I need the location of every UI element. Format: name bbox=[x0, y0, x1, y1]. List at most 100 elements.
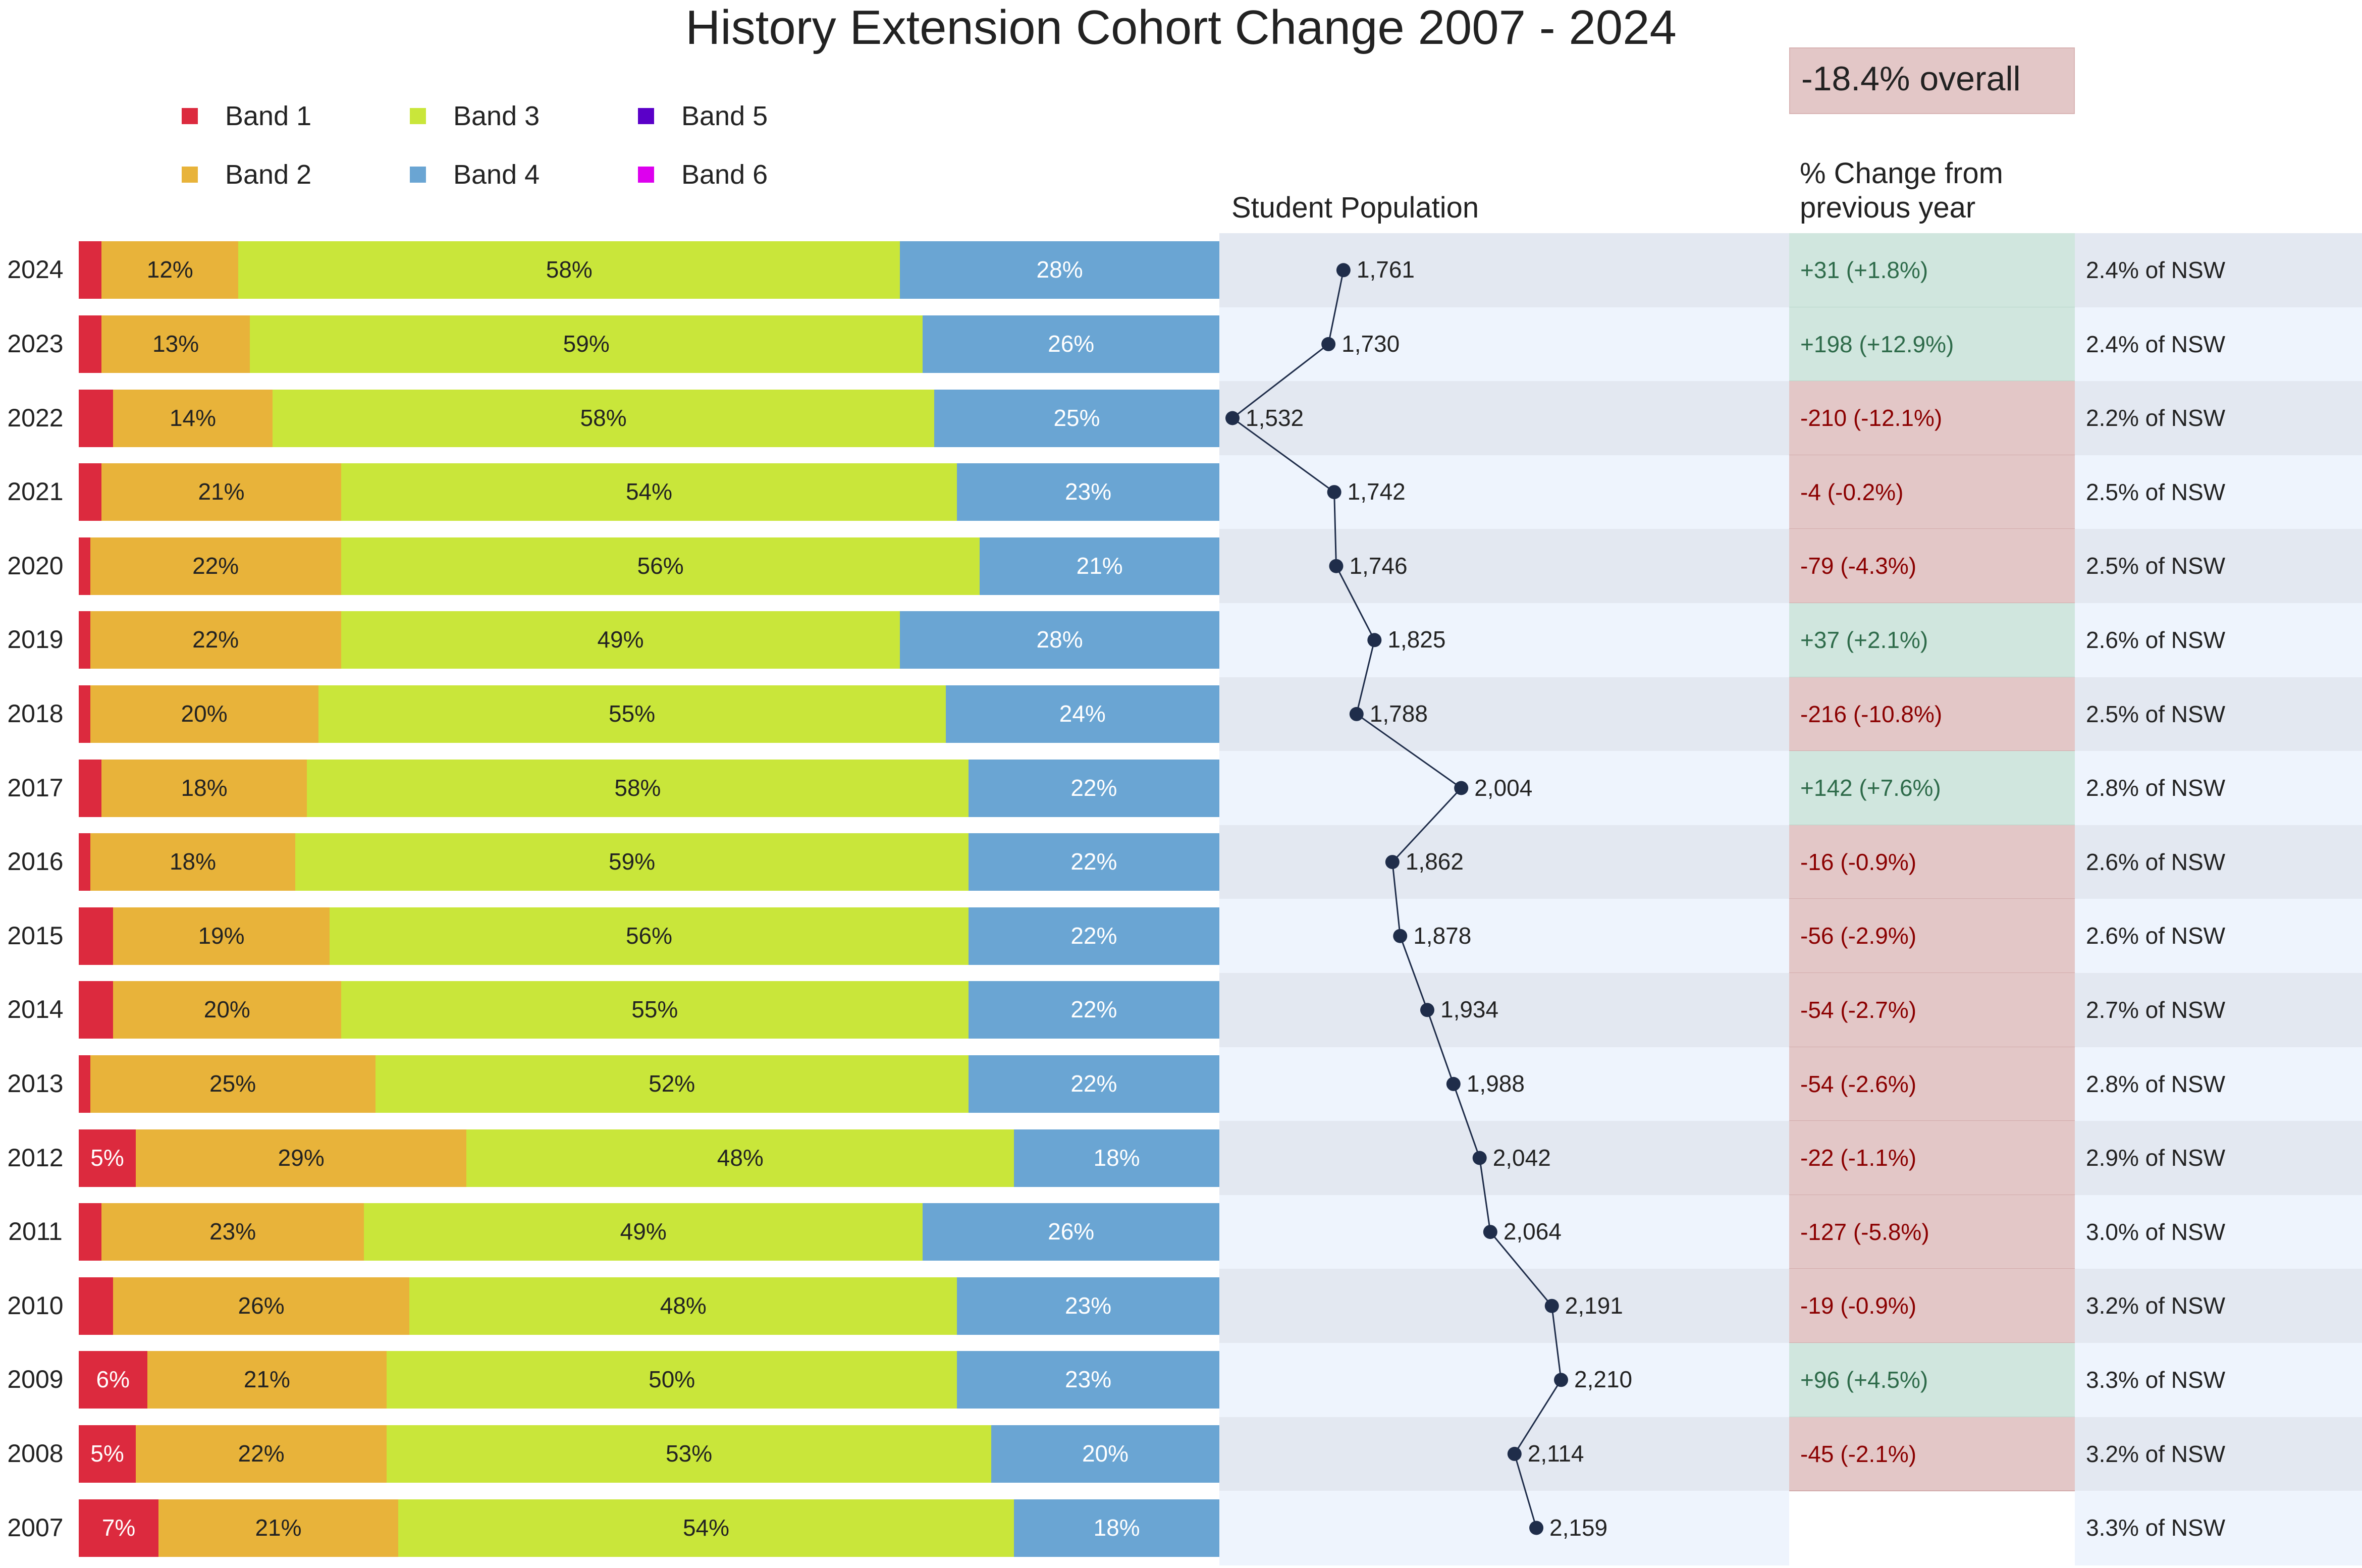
change-cell: -54 (-2.7%) bbox=[1789, 973, 2075, 1048]
bar-segment-band-4 bbox=[945, 685, 1219, 743]
bar-label-band-2: 29% bbox=[278, 1144, 325, 1171]
bar-segment-band-4 bbox=[968, 1055, 1219, 1113]
bar-segment-band-1 bbox=[79, 463, 102, 521]
change-cell: -19 (-0.9%) bbox=[1789, 1269, 2075, 1343]
population-value-label: 2,004 bbox=[1474, 774, 1533, 801]
bar-segment-band-3 bbox=[364, 1203, 923, 1261]
bar-label-band-3: 48% bbox=[717, 1144, 764, 1171]
bar-segment-band-2 bbox=[147, 1351, 387, 1409]
population-value-label: 1,825 bbox=[1387, 626, 1446, 653]
bar-label-band-4: 23% bbox=[1065, 1366, 1112, 1393]
year-label: 2014 bbox=[7, 995, 64, 1024]
population-row-bg bbox=[1219, 1491, 1789, 1565]
population-row-bg bbox=[1219, 307, 1789, 382]
population-value-label: 1,742 bbox=[1347, 478, 1406, 505]
bar-segment-band-2 bbox=[158, 1499, 398, 1557]
change-cell: -216 (-10.8%) bbox=[1789, 677, 2075, 752]
year-label: 2008 bbox=[7, 1439, 64, 1468]
bar-segment-band-4 bbox=[934, 389, 1219, 447]
legend-band-5: Band 5 bbox=[638, 101, 768, 131]
bar-label-band-2: 18% bbox=[181, 774, 228, 801]
share-cell: 2.2% of NSW bbox=[2075, 381, 2362, 456]
bar-segment-band-2 bbox=[90, 685, 318, 743]
population-row-bg bbox=[1219, 1343, 1789, 1418]
year-label: 2022 bbox=[7, 403, 64, 432]
bar-label-band-3: 59% bbox=[609, 848, 656, 875]
bar-segment-band-3 bbox=[409, 1277, 957, 1335]
year-label: 2012 bbox=[7, 1143, 64, 1172]
bar-segment-band-1 bbox=[79, 611, 90, 669]
bar-label-band-3: 54% bbox=[682, 1514, 730, 1541]
bar-label-band-2: 19% bbox=[198, 922, 245, 949]
bar-segment-band-3 bbox=[466, 1129, 1014, 1187]
legend-label-band-4: Band 4 bbox=[453, 159, 540, 190]
bar-segment-band-4 bbox=[980, 537, 1219, 595]
bar-segment-band-3 bbox=[307, 759, 969, 817]
year-label: 2007 bbox=[7, 1513, 64, 1542]
bar-segment-band-1 bbox=[79, 1425, 136, 1483]
year-label: 2018 bbox=[7, 699, 64, 728]
bar-segment-band-2 bbox=[101, 315, 250, 373]
share-cell: 2.8% of NSW bbox=[2075, 1047, 2362, 1122]
bar-label-band-4: 22% bbox=[1070, 996, 1117, 1023]
bar-segment-band-2 bbox=[101, 759, 307, 817]
population-row-bg bbox=[1219, 529, 1789, 604]
share-cell: 2.5% of NSW bbox=[2075, 455, 2362, 530]
population-value-label: 2,114 bbox=[1527, 1440, 1584, 1467]
bar-segment-band-4 bbox=[968, 981, 1219, 1039]
year-label: 2010 bbox=[7, 1291, 64, 1320]
bar-label-band-4: 22% bbox=[1070, 774, 1117, 801]
population-value-label: 1,878 bbox=[1413, 922, 1472, 949]
share-cell: 2.7% of NSW bbox=[2075, 973, 2362, 1048]
share-cell: 2.6% of NSW bbox=[2075, 825, 2362, 900]
bar-segment-band-3 bbox=[318, 685, 946, 743]
bar-label-band-3: 56% bbox=[625, 922, 673, 949]
bar-label-band-2: 23% bbox=[209, 1218, 256, 1245]
population-value-label: 2,064 bbox=[1503, 1218, 1562, 1245]
legend-label-band-5: Band 5 bbox=[681, 101, 768, 131]
bar-segment-band-1 bbox=[79, 1055, 90, 1113]
population-value-label: 1,934 bbox=[1440, 996, 1499, 1023]
share-cell: 3.0% of NSW bbox=[2075, 1195, 2362, 1270]
bar-segment-band-2 bbox=[113, 389, 273, 447]
bar-segment-band-3 bbox=[398, 1499, 1014, 1557]
population-value-label: 1,761 bbox=[1356, 256, 1415, 283]
bar-label-band-2: 12% bbox=[146, 256, 193, 283]
overall-change-badge: -18.4% overall bbox=[1789, 47, 2075, 114]
bar-label-band-2: 21% bbox=[255, 1514, 302, 1541]
bar-segment-band-3 bbox=[341, 537, 980, 595]
population-value-label: 2,191 bbox=[1565, 1292, 1623, 1319]
population-row-bg bbox=[1219, 1417, 1789, 1492]
population-row-bg bbox=[1219, 825, 1789, 900]
bar-segment-band-1 bbox=[79, 833, 90, 891]
population-value-label: 1,862 bbox=[1405, 848, 1464, 875]
bar-label-band-2: 22% bbox=[238, 1440, 285, 1467]
year-label: 2023 bbox=[7, 329, 64, 358]
bar-segment-band-4 bbox=[968, 907, 1219, 965]
bar-label-band-4: 23% bbox=[1065, 1292, 1112, 1319]
legend-label-band-3: Band 3 bbox=[453, 101, 540, 131]
bar-segment-band-4 bbox=[900, 241, 1219, 299]
population-value-label: 2,210 bbox=[1574, 1366, 1633, 1393]
population-row-bg bbox=[1219, 677, 1789, 752]
population-row-bg bbox=[1219, 973, 1789, 1048]
change-cell: -210 (-12.1%) bbox=[1789, 381, 2075, 456]
year-label: 2021 bbox=[7, 477, 64, 506]
legend-label-band-2: Band 2 bbox=[225, 159, 312, 190]
bar-label-band-1: 5% bbox=[90, 1144, 124, 1171]
legend: Band 1 Band 3 Band 5 Band 2 Band 4 Band … bbox=[182, 101, 787, 222]
bar-segment-band-4 bbox=[923, 1203, 1219, 1261]
bar-segment-band-4 bbox=[968, 759, 1219, 817]
share-cell: 3.2% of NSW bbox=[2075, 1269, 2362, 1343]
bar-label-band-4: 20% bbox=[1082, 1440, 1129, 1467]
bar-label-band-4: 22% bbox=[1070, 922, 1117, 949]
bar-label-band-4: 26% bbox=[1048, 1218, 1095, 1245]
bar-segment-band-1 bbox=[79, 241, 102, 299]
legend-swatch-band-3 bbox=[410, 108, 426, 124]
bar-segment-band-3 bbox=[341, 981, 969, 1039]
change-cell: +96 (+4.5%) bbox=[1789, 1343, 2075, 1418]
bar-label-band-2: 22% bbox=[192, 552, 239, 579]
year-label: 2009 bbox=[7, 1365, 64, 1394]
share-cell: 2.5% of NSW bbox=[2075, 677, 2362, 752]
